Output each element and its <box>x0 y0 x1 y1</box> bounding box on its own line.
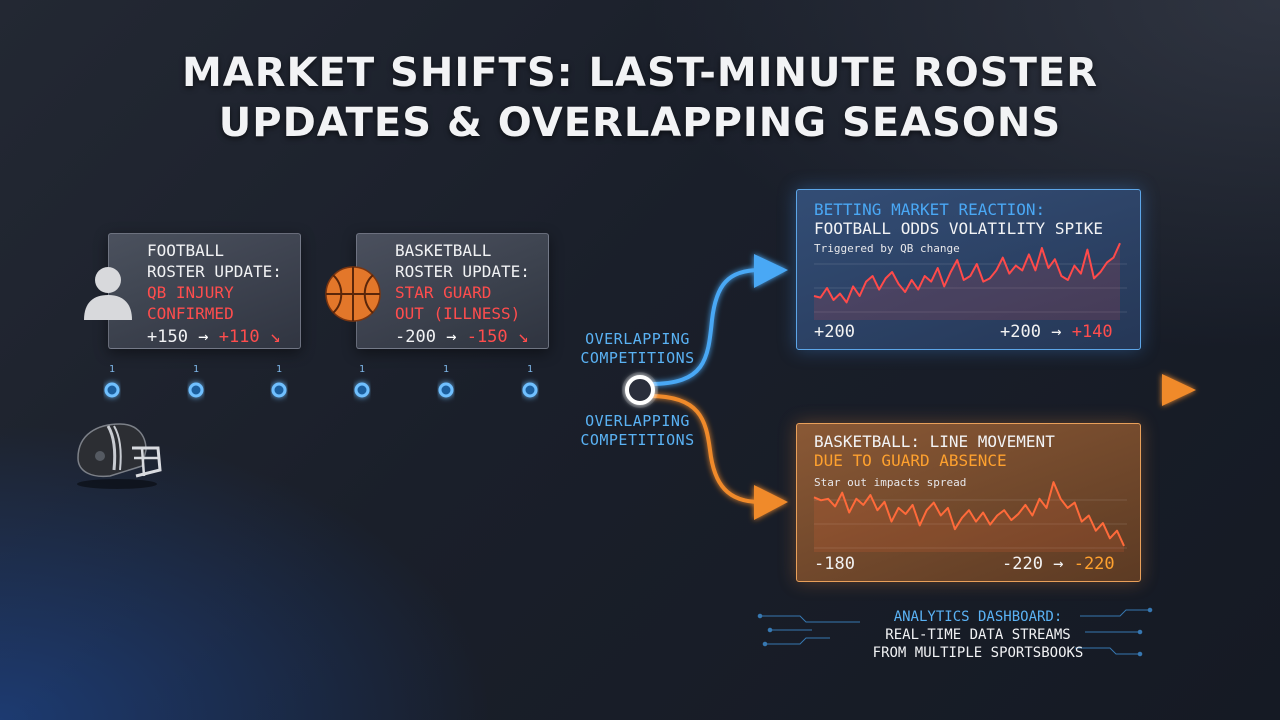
overlapping-label-bottom-line1: OVERLAPPING <box>585 412 690 430</box>
football-market-panel: BETTING MARKET REACTION: FOOTBALL ODDS V… <box>796 189 1141 350</box>
timeline-node <box>188 382 204 398</box>
overlapping-label-bottom: OVERLAPPING COMPETITIONS <box>565 412 710 450</box>
football-roster-card: FOOTBALL ROSTER UPDATE: QB INJURY CONFIR… <box>108 233 301 349</box>
analytics-dashboard-caption: ANALYTICS DASHBOARD: REAL-TIME DATA STRE… <box>800 608 1156 662</box>
basketball-icon <box>325 266 381 322</box>
basketball-sparkline-line <box>813 481 1125 547</box>
timeline-arrow-head <box>1162 374 1196 406</box>
basketball-panel-right-from: -220 <box>1002 554 1043 574</box>
basketball-panel-left-label: -180 <box>814 554 855 574</box>
orange-branch-arrow-head <box>754 485 788 520</box>
odds-arrow: → <box>1053 554 1064 574</box>
basketball-odds-to: -150 <box>466 327 508 347</box>
timeline-node <box>438 382 454 398</box>
blue-branch-arrow-head <box>754 254 788 288</box>
page-title-line2: UPDATES & OVERLAPPING SEASONS <box>218 100 1062 146</box>
odds-arrow: → <box>198 327 209 347</box>
basketball-panel-right-to: -220 <box>1073 554 1115 574</box>
basketball-card-line2: ROSTER UPDATE: <box>395 262 530 281</box>
basketball-roster-card: BASKETBALL ROSTER UPDATE: STAR GUARD OUT… <box>356 233 549 349</box>
timeline-tick-label: 1 <box>109 364 115 375</box>
overlapping-label-top-line1: OVERLAPPING <box>585 330 690 348</box>
dashboard-line1: ANALYTICS DASHBOARD: <box>893 609 1063 625</box>
timeline-node <box>271 382 287 398</box>
overlapping-label-bottom-line2: COMPETITIONS <box>580 431 695 449</box>
dashboard-circuit-lines <box>757 607 1153 657</box>
basketball-odds-from: -200 <box>395 327 436 347</box>
basketball-panel-title1: BASKETBALL: LINE MOVEMENT <box>814 432 1055 451</box>
football-card-line2: ROSTER UPDATE: <box>147 262 282 281</box>
basketball-panel-right-label: -220 → -220 <box>1002 554 1115 574</box>
football-sparkline-area <box>814 243 1120 320</box>
football-panel-right-from: +200 <box>1000 322 1041 342</box>
basketball-card-odds: -200 → -150 ↘ <box>395 326 538 347</box>
football-panel-right-to: +140 <box>1071 322 1113 342</box>
football-sparkline-line <box>813 242 1121 304</box>
football-panel-title2: FOOTBALL ODDS VOLATILITY SPIKE <box>814 219 1103 238</box>
football-panel-subtitle: Triggered by QB change <box>814 242 960 255</box>
basketball-line-panel: BASKETBALL: LINE MOVEMENT DUE TO GUARD A… <box>796 423 1141 582</box>
timeline-tick-label: 1 <box>359 364 365 375</box>
overlapping-label-top: OVERLAPPING COMPETITIONS <box>565 330 710 368</box>
football-odds-to: +110 <box>218 327 260 347</box>
page-title-line1: MARKET SHIFTS: LAST-MINUTE ROSTER <box>181 50 1099 96</box>
football-odds-from: +150 <box>147 327 188 347</box>
basketball-panel-title2: DUE TO GUARD ABSENCE <box>814 451 1007 470</box>
football-helmet-icon <box>77 423 162 489</box>
timeline-node <box>104 382 120 398</box>
basketball-sparkline <box>813 481 1127 552</box>
page-title: MARKET SHIFTS: LAST-MINUTE ROSTER UPDATE… <box>0 48 1280 148</box>
convergence-node <box>625 375 655 405</box>
dashboard-line2: REAL-TIME DATA STREAMS <box>885 627 1071 643</box>
timeline-node <box>354 382 370 398</box>
basketball-panel-subtitle: Star out impacts spread <box>814 476 967 489</box>
overlapping-label-top-line2: COMPETITIONS <box>580 349 695 367</box>
timeline-node <box>522 382 538 398</box>
football-sparkline <box>813 242 1127 320</box>
blue-branch-connector <box>649 268 761 386</box>
orange-branch-connector <box>649 394 761 504</box>
football-card-line1: FOOTBALL <box>147 241 225 260</box>
timeline-tick-label: 1 <box>527 364 533 375</box>
dashboard-line3: FROM MULTIPLE SPORTSBOOKS <box>872 645 1084 661</box>
football-panel-right-label: +200 → +140 <box>1000 322 1113 342</box>
odds-arrow: → <box>1051 322 1062 342</box>
football-panel-left-label: +200 <box>814 322 855 342</box>
person-icon <box>84 267 132 320</box>
timeline-nodes <box>104 382 538 398</box>
basketball-card-line4: OUT (ILLNESS) <box>395 304 521 323</box>
football-card-line3: QB INJURY <box>147 283 234 302</box>
football-panel-title1: BETTING MARKET REACTION: <box>814 200 1046 219</box>
football-card-line4: CONFIRMED <box>147 304 234 323</box>
basketball-sparkline-area <box>814 482 1124 552</box>
timeline-tick-label: 1 <box>193 364 199 375</box>
odds-arrow: → <box>446 327 457 347</box>
trend-down-icon: ↘ <box>517 326 529 347</box>
timeline-tick-label: 1 <box>443 364 449 375</box>
timeline-tick-label: 1 <box>276 364 282 375</box>
timeline-tick-labels: 1 1 1 1 1 1 <box>109 364 533 375</box>
basketball-card-line3: STAR GUARD <box>395 283 492 302</box>
football-card-odds: +150 → +110 ↘ <box>147 326 290 347</box>
trend-down-icon: ↘ <box>269 326 281 347</box>
basketball-card-line1: BASKETBALL <box>395 241 492 260</box>
